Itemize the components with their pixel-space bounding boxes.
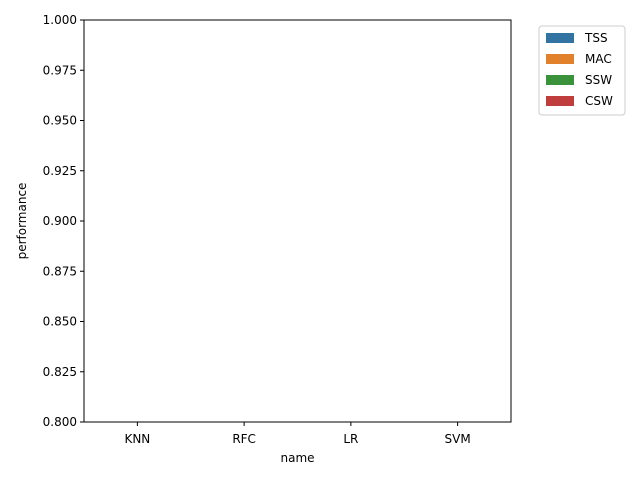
x-axis-ticks: KNN RFC LR SVM xyxy=(124,422,471,446)
x-tick-label: KNN xyxy=(124,432,150,446)
x-tick-label: SVM xyxy=(445,432,471,446)
plot-frame xyxy=(83,19,512,423)
x-axis-label: name xyxy=(280,451,314,465)
legend-frame xyxy=(538,25,626,116)
legend-swatch xyxy=(546,54,574,64)
x-tick-label: LR xyxy=(343,432,358,446)
legend-entries: TSS MAC SSW CSW xyxy=(546,31,613,108)
plot-area xyxy=(84,20,511,422)
y-tick-label: 0.925 xyxy=(43,164,77,178)
y-tick-label: 0.850 xyxy=(43,315,77,329)
y-tick-label: 0.875 xyxy=(43,264,77,278)
legend-label: MAC xyxy=(585,52,612,66)
y-tick-label: 0.825 xyxy=(43,365,77,379)
legend-label: SSW xyxy=(585,73,612,87)
y-tick-label: 0.975 xyxy=(43,63,77,77)
y-tick-label: 0.800 xyxy=(43,415,77,429)
x-tick-label: RFC xyxy=(232,432,256,446)
legend: TSS MAC SSW CSW xyxy=(538,25,626,116)
legend-swatch xyxy=(546,96,574,106)
y-tick-label: 1.000 xyxy=(43,13,77,27)
y-tick-label: 0.900 xyxy=(43,214,77,228)
legend-label: TSS xyxy=(584,31,608,45)
legend-label: CSW xyxy=(585,94,613,108)
legend-swatch xyxy=(546,75,574,85)
y-axis-label: performance xyxy=(15,183,29,260)
y-axis-ticks: 0.800 0.825 0.850 0.875 0.900 0.925 0.950 0.975… xyxy=(43,13,84,429)
y-tick-label: 0.950 xyxy=(43,114,77,128)
legend-swatch xyxy=(546,33,574,43)
